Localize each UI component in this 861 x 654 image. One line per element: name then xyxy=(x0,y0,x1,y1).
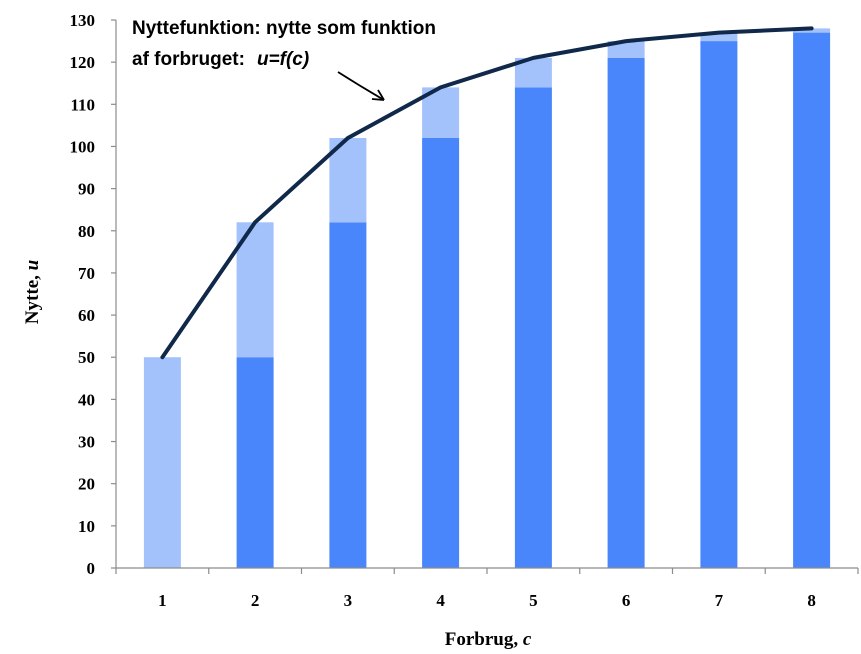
y-axis-title: Nytte, u xyxy=(22,260,43,324)
bar-series1-2 xyxy=(236,357,274,568)
y-tick-label: 50 xyxy=(78,348,95,367)
annotation-line-1: Nyttefunktion: nytte som funktion xyxy=(132,18,436,39)
bar-series2-3 xyxy=(329,138,367,223)
y-tick-label: 60 xyxy=(78,306,95,325)
line-group xyxy=(160,26,814,360)
bar-series1-4 xyxy=(422,138,460,568)
x-tick-label: 4 xyxy=(436,591,445,610)
x-tick-label: 6 xyxy=(622,591,631,610)
x-tick-labels: 1 2 3 4 5 6 7 8 xyxy=(158,591,816,610)
x-tick-label: 2 xyxy=(251,591,260,610)
y-tick-label: 70 xyxy=(78,264,95,283)
y-tick-labels: 0 10 20 30 40 50 60 70 80 90 100 110 120 130 xyxy=(70,11,96,578)
annotation-line-2: af forbruget: u=f(c) xyxy=(132,49,309,70)
x-tick-label: 7 xyxy=(715,591,724,610)
bar-series1-3 xyxy=(329,222,367,569)
y-tick-label: 10 xyxy=(78,517,95,536)
bar-series1-5 xyxy=(514,87,552,569)
utility-line xyxy=(160,26,814,360)
x-axis-title: Forbrug, c xyxy=(445,629,532,650)
axes-group xyxy=(111,19,859,574)
y-tick-label: 80 xyxy=(78,222,95,241)
x-tick-label: 1 xyxy=(158,591,167,610)
x-tick-label: 5 xyxy=(529,591,538,610)
bar-series2-8 xyxy=(793,28,831,33)
bar-series1-6 xyxy=(607,57,645,569)
y-tick-label: 90 xyxy=(78,180,95,199)
annotation: Nyttefunktion: nytte som funktion af for… xyxy=(132,18,436,101)
bar-series1-8 xyxy=(793,32,831,569)
y-tick-label: 20 xyxy=(78,475,95,494)
y-tick-label: 40 xyxy=(78,390,95,409)
y-tick-label: 30 xyxy=(78,433,95,452)
x-tick-label: 3 xyxy=(344,591,353,610)
y-tick-label: 120 xyxy=(70,53,96,72)
y-tick-label: 0 xyxy=(87,559,96,578)
bar-series2-1 xyxy=(143,357,181,568)
annotation-arrow xyxy=(337,71,385,101)
bar-series1-7 xyxy=(700,41,738,569)
annotation-arrowhead xyxy=(371,89,385,101)
bar-series2-2 xyxy=(236,222,274,358)
bars-group xyxy=(143,28,831,569)
y-tick-label: 130 xyxy=(70,11,96,30)
x-tick-label: 8 xyxy=(807,591,816,610)
y-tick-label: 100 xyxy=(70,137,96,156)
bar-series2-6 xyxy=(607,41,645,58)
bar-series2-7 xyxy=(700,32,738,41)
y-tick-label: 110 xyxy=(70,95,95,114)
